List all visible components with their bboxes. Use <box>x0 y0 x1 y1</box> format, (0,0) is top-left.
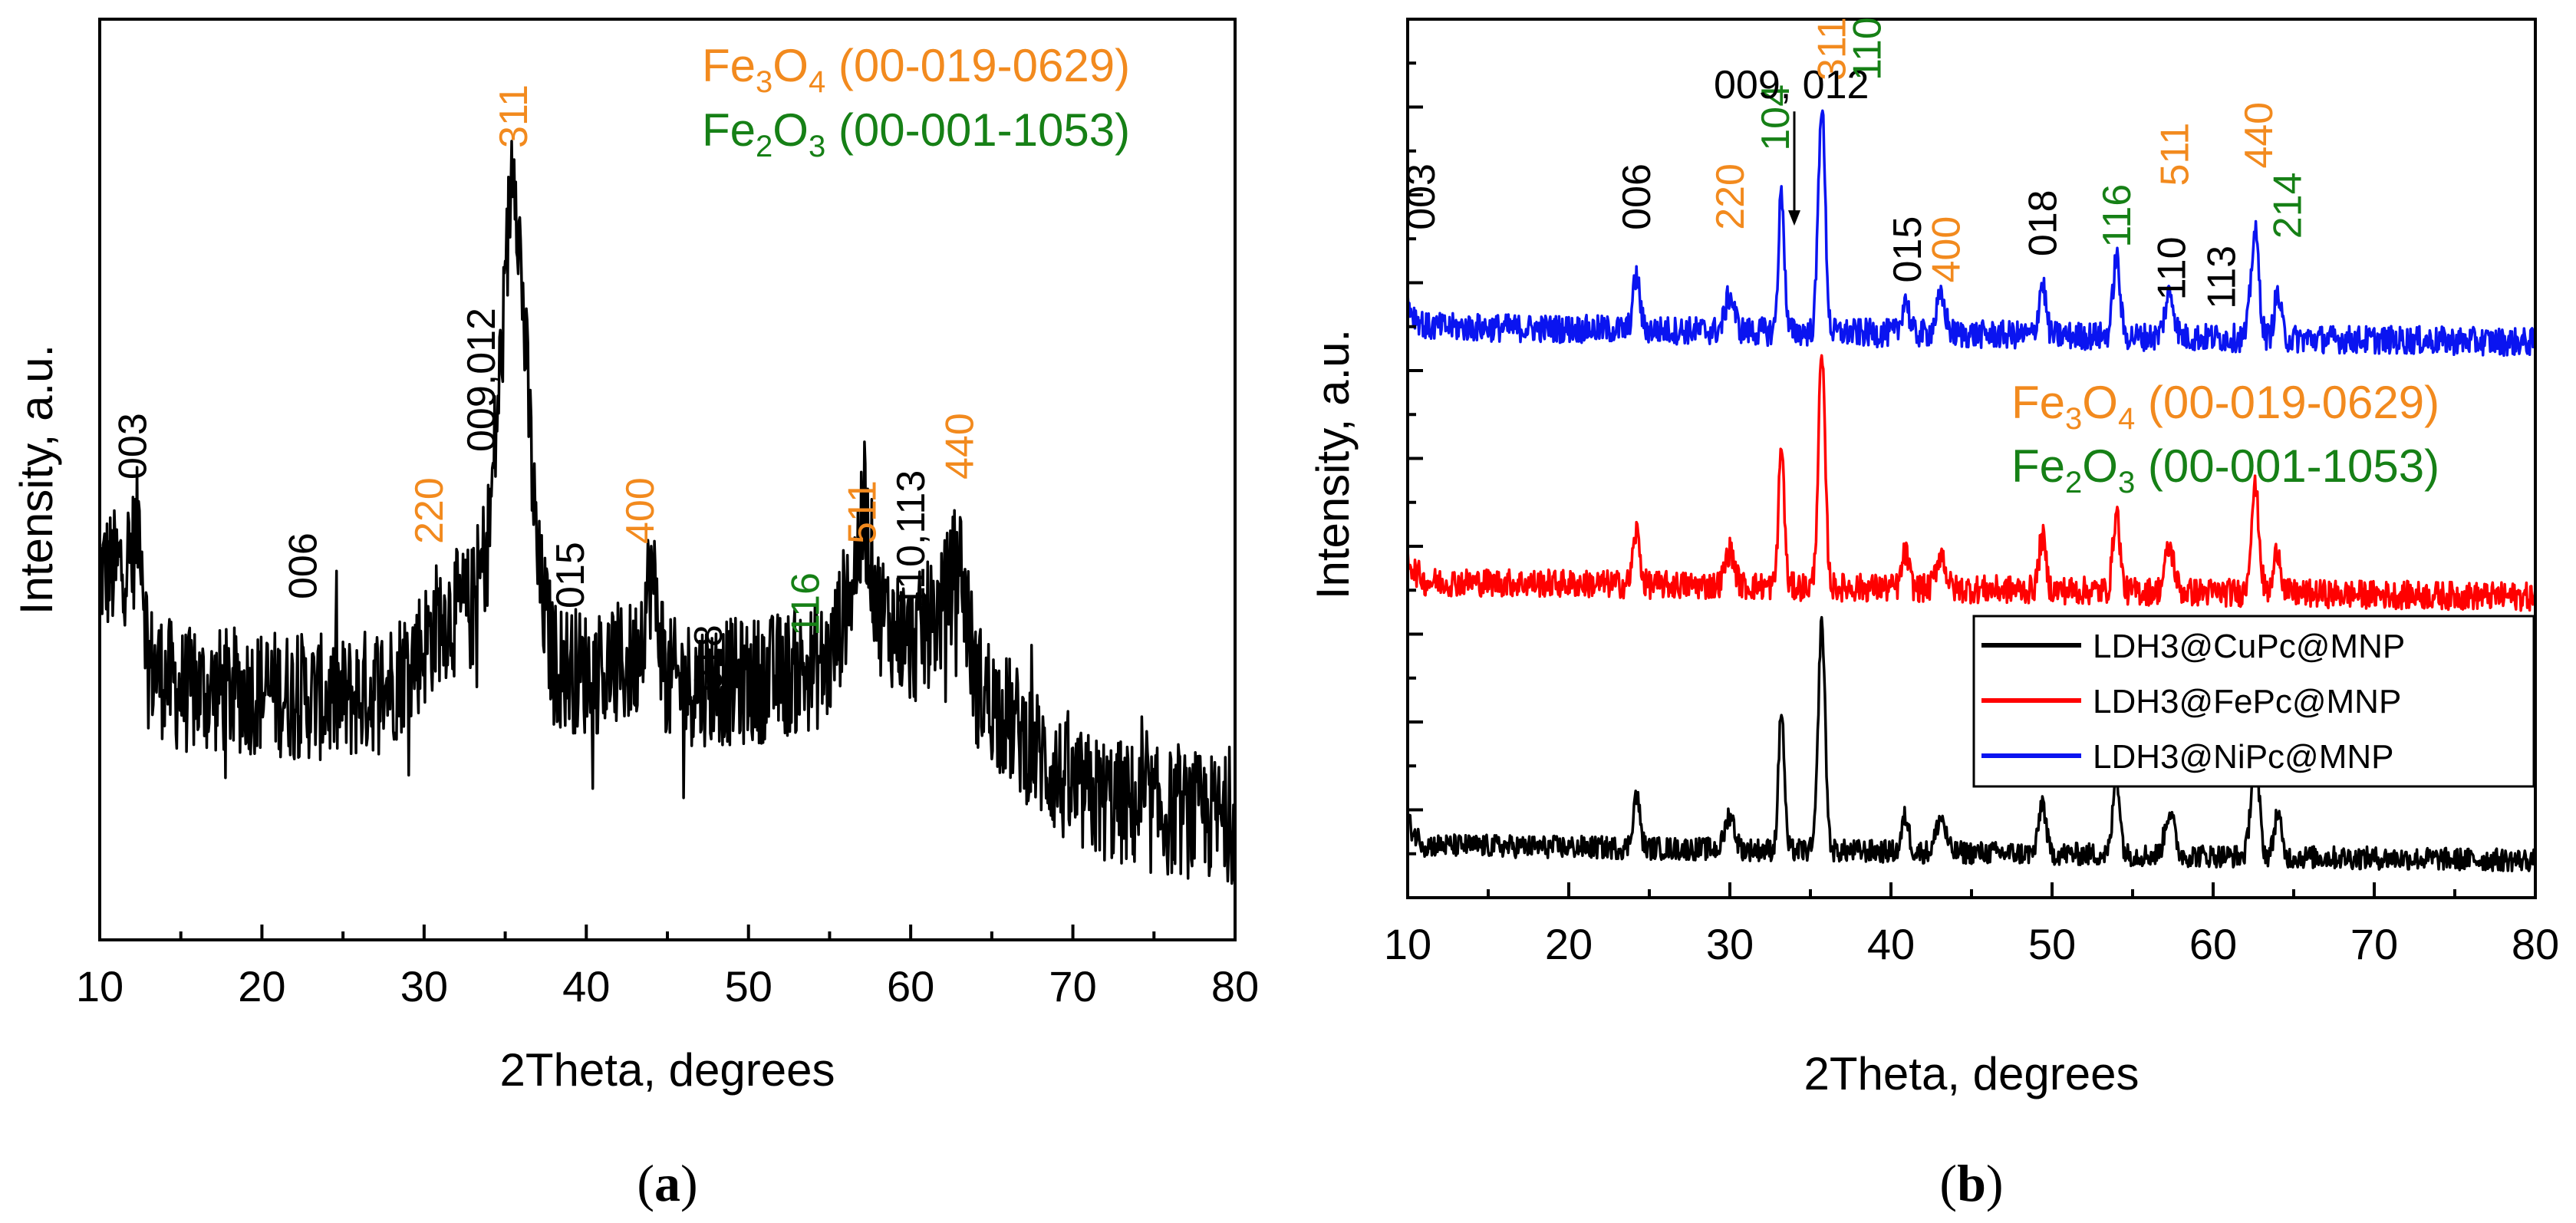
peak-label-311: 311 <box>492 84 536 148</box>
peak-label-018: 018 <box>687 625 731 691</box>
series-line-ldh3-fepc-mnp <box>1406 354 2537 612</box>
peak-label-214: 214 <box>2266 172 2311 239</box>
peak-label-511: 511 <box>2153 123 2198 186</box>
series-line-ldh <box>98 140 1237 885</box>
peak-label-003: 003 <box>1399 163 1444 230</box>
peak-label-003: 003 <box>110 413 155 480</box>
x-tick-label: 20 <box>238 962 285 1010</box>
peak-label-009-012: 009,012 <box>460 308 504 452</box>
peak-label-110: 110 <box>1846 17 1890 81</box>
x-tick-label: 80 <box>2512 920 2559 968</box>
peak-label-400: 400 <box>618 477 663 544</box>
peak-label-009-012: 009, 012 <box>1714 63 1869 107</box>
peak-label-006: 006 <box>281 532 325 599</box>
arrow-head <box>1788 210 1800 226</box>
x-axis-label: 2Theta, degrees <box>1804 1048 2140 1099</box>
series-line-ldh3-nipc-mnp <box>1406 109 2537 358</box>
x-tick-label: 50 <box>725 962 772 1010</box>
y-axis-label: Intensity, a.u. <box>1307 329 1359 599</box>
peak-label-015: 015 <box>548 542 593 608</box>
panel-a: 10 20 30 40 50 60 70 80 2Theta, degrees Intensity… <box>11 18 1259 1212</box>
reference-card-1: Fe3O4 (00-019-0629) <box>2011 377 2439 436</box>
peak-label-018: 018 <box>2021 190 2065 256</box>
peak-label-116: 116 <box>784 572 828 636</box>
x-tick-label: 30 <box>1706 920 1754 968</box>
legend-label: LDH3@CuPc@MNP <box>2093 628 2405 665</box>
y-axis-label: Intensity, a.u. <box>11 344 62 615</box>
series-line-ldh3-cupc-mnp <box>1406 615 2537 872</box>
x-tick-label: 60 <box>2189 920 2237 968</box>
x-tick-label: 40 <box>1867 920 1915 968</box>
reference-card-1: Fe3O4 (00-019-0629) <box>702 40 1130 99</box>
legend-label: LDH3@FePc@MNP <box>2093 683 2401 720</box>
x-tick-label: 10 <box>1384 920 1431 968</box>
x-tick-label: 50 <box>2028 920 2076 968</box>
peak-label-116: 116 <box>2095 184 2140 248</box>
panel-b: 10 20 30 40 50 60 70 80 2Theta, degrees Intensity… <box>1307 17 2559 1212</box>
panel-label: (b) <box>1939 1154 2003 1212</box>
reference-card-2: Fe2O3 (00-001-1053) <box>702 104 1130 163</box>
x-tick-label: 10 <box>76 962 124 1010</box>
peak-label-220: 220 <box>407 477 452 544</box>
peak-label-015: 015 <box>1886 216 1930 283</box>
panel-label: (a) <box>637 1154 697 1212</box>
x-tick-label: 70 <box>2350 920 2398 968</box>
peak-label-104: 104 <box>1754 84 1798 151</box>
peak-label-511: 511 <box>841 480 885 544</box>
peak-label-006: 006 <box>1615 163 1659 230</box>
x-tick-label: 40 <box>562 962 610 1010</box>
peak-label-113: 113 <box>2200 246 2245 309</box>
x-tick-label: 70 <box>1049 962 1096 1010</box>
peak-label-440: 440 <box>2237 102 2281 169</box>
peak-label-311: 311 <box>1810 17 1854 81</box>
peak-label-220: 220 <box>1708 163 1753 230</box>
peak-label-400: 400 <box>1924 216 1968 283</box>
peak-label-110-113: 110,113 <box>889 470 934 608</box>
x-tick-label: 80 <box>1211 962 1259 1010</box>
x-axis-label: 2Theta, degrees <box>500 1044 835 1096</box>
peak-label-110: 110 <box>2149 236 2194 300</box>
x-tick-label: 20 <box>1545 920 1593 968</box>
reference-card-2: Fe2O3 (00-001-1053) <box>2011 440 2439 499</box>
x-tick-label: 30 <box>400 962 448 1010</box>
x-tick-label: 60 <box>887 962 934 1010</box>
peak-label-440: 440 <box>938 413 983 480</box>
legend-label: LDH3@NiPc@MNP <box>2093 738 2394 776</box>
